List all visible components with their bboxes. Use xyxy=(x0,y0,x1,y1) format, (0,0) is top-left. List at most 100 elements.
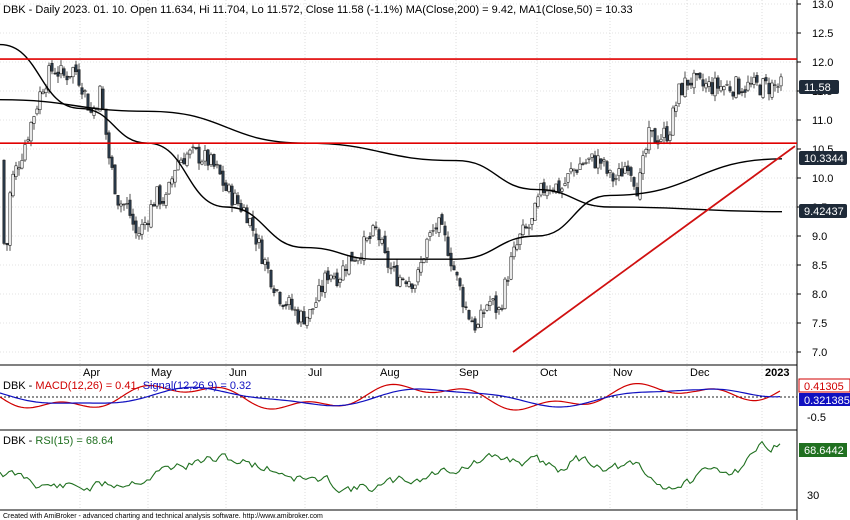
candle-body xyxy=(653,128,657,143)
svg-text:11.58: 11.58 xyxy=(804,82,831,94)
candle-body xyxy=(194,147,198,149)
candle-body xyxy=(290,298,294,310)
candle-body xyxy=(230,185,234,206)
candle-body xyxy=(182,158,186,165)
rsi-header-value: RSI(15) = 68.64 xyxy=(35,435,113,447)
y-tick-label: 7.5 xyxy=(812,318,827,330)
candle-body xyxy=(533,202,537,221)
candle-body xyxy=(704,83,708,89)
y-tick-label: 13.0 xyxy=(812,0,833,11)
candle-body xyxy=(776,86,780,88)
candle-body xyxy=(311,308,315,310)
candle-body xyxy=(590,153,594,158)
candle-body xyxy=(461,287,465,308)
candle-body xyxy=(455,271,459,276)
candle-body xyxy=(371,225,375,237)
candle-body xyxy=(236,195,240,204)
candlestick-series xyxy=(2,60,783,333)
candle-body xyxy=(401,278,405,281)
candle-body xyxy=(743,89,747,93)
x-tick-label: 2023 xyxy=(765,367,789,379)
candle-body xyxy=(179,159,183,163)
candle-body xyxy=(173,169,177,183)
candle-body xyxy=(734,76,738,98)
candle-body xyxy=(170,178,174,185)
candle-body xyxy=(296,309,300,324)
candle-body xyxy=(716,77,720,89)
candle-body xyxy=(404,281,408,285)
candle-body xyxy=(119,203,123,207)
candle-body xyxy=(167,181,171,195)
candle-body xyxy=(191,146,195,149)
y-tick-label: 8.0 xyxy=(812,289,827,301)
candle-body xyxy=(581,163,585,165)
ma50-tag: 10.3344 xyxy=(799,151,847,165)
candle-body xyxy=(773,84,777,86)
candle-body xyxy=(152,204,156,207)
candle-body xyxy=(146,223,150,226)
candle-body xyxy=(683,77,687,98)
candle-body xyxy=(68,76,72,78)
candle-body xyxy=(416,269,420,283)
candle-body xyxy=(392,266,396,268)
candle-body xyxy=(413,284,417,289)
candle-body xyxy=(731,91,735,97)
svg-text:68.6442: 68.6442 xyxy=(804,445,844,457)
svg-text:9.42437: 9.42437 xyxy=(804,206,844,218)
candle-body xyxy=(779,76,783,87)
candle-body xyxy=(41,91,45,95)
candle-body xyxy=(275,289,279,291)
candle-body xyxy=(707,81,711,87)
candle-body xyxy=(593,155,597,169)
candle-body xyxy=(11,173,15,197)
candle-body xyxy=(482,312,486,314)
candle-body xyxy=(752,76,756,85)
candle-body xyxy=(29,122,33,142)
candle-body xyxy=(620,168,624,177)
candle-body xyxy=(761,78,765,98)
candle-body xyxy=(227,184,231,192)
candle-body xyxy=(161,201,165,204)
candle-body xyxy=(737,78,741,95)
candle-body xyxy=(353,260,357,262)
candle-body xyxy=(407,281,411,287)
candle-body xyxy=(344,269,348,271)
svg-text:DBK - MACD(12,26) = 0.41, Sign: DBK - MACD(12,26) = 0.41, Signal(12,26,9… xyxy=(3,380,251,392)
candle-body xyxy=(143,222,147,226)
candle-body xyxy=(74,64,78,73)
candle-body xyxy=(323,272,327,293)
candle-body xyxy=(440,214,444,225)
candle-body xyxy=(185,153,189,166)
macd-header-signal: Signal(12,26,9) = 0.32 xyxy=(143,380,252,392)
candle-body xyxy=(149,204,153,228)
candle-body xyxy=(506,280,510,282)
candle-body xyxy=(410,283,414,289)
trendline xyxy=(512,145,796,353)
candle-body xyxy=(443,225,447,236)
candle-body xyxy=(728,86,732,92)
macd-header-macd: MACD(12,26) = 0.41, xyxy=(35,380,142,392)
candle-body xyxy=(458,278,462,287)
candle-body xyxy=(554,183,558,193)
candle-body xyxy=(485,304,489,311)
candle-body xyxy=(287,297,291,305)
candle-body xyxy=(221,170,225,186)
candle-body xyxy=(383,235,387,253)
candle-body xyxy=(137,233,141,237)
candle-body xyxy=(527,227,531,229)
candle-body xyxy=(578,163,582,170)
candle-body xyxy=(395,265,399,287)
candle-body xyxy=(650,130,654,132)
rsi-line xyxy=(0,440,781,494)
candle-body xyxy=(206,149,210,166)
candle-body xyxy=(140,224,144,235)
candle-body xyxy=(749,83,753,85)
candle-body xyxy=(755,75,759,83)
candle-body xyxy=(740,91,744,94)
candle-body xyxy=(59,65,63,75)
candle-body xyxy=(5,243,9,246)
candle-body xyxy=(674,105,678,112)
candle-body xyxy=(113,164,117,195)
candle-body xyxy=(677,83,681,104)
candle-body xyxy=(98,85,102,112)
